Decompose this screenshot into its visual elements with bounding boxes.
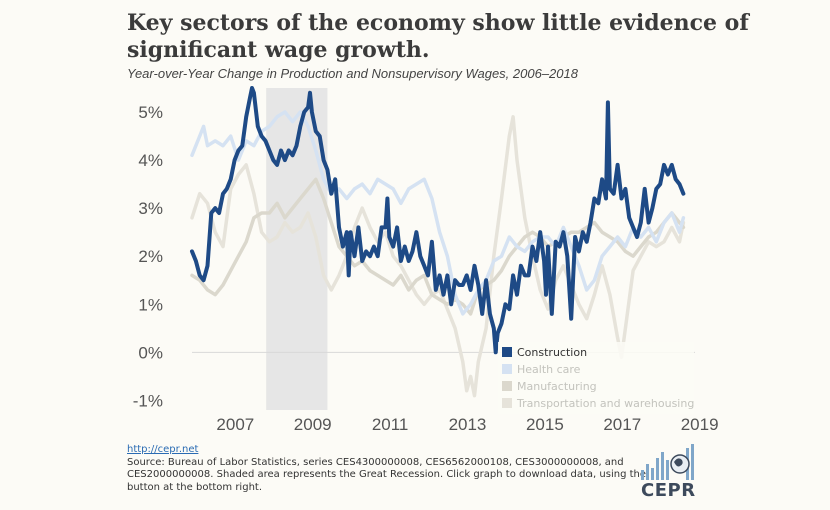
y-tick-label: -1% xyxy=(133,391,163,410)
cepr-logo-icon xyxy=(641,444,694,480)
y-tick-label: 4% xyxy=(138,151,163,170)
x-tick-label: 2013 xyxy=(449,415,487,434)
x-tick-label: 2019 xyxy=(681,415,719,434)
series-line-manufacturing[interactable] xyxy=(190,177,686,316)
x-tick-label: 2015 xyxy=(526,415,564,434)
legend-swatch xyxy=(502,381,512,391)
y-tick-label: 5% xyxy=(138,103,163,122)
legend-swatch xyxy=(502,398,512,408)
legend-label[interactable]: Health care xyxy=(517,363,581,376)
source-text: Source: Bureau of Labor Statistics, seri… xyxy=(127,456,647,493)
y-tick-label: 2% xyxy=(138,247,163,266)
series-line-construction[interactable] xyxy=(190,86,686,355)
source-note: http://cepr.net Source: Bureau of Labor … xyxy=(127,444,647,494)
legend-swatch xyxy=(502,347,512,357)
chart-title: Key sectors of the economy show little e… xyxy=(127,10,749,63)
x-tick-label: 2011 xyxy=(372,415,409,434)
line-chart[interactable]: -1% 0% 1% 2% 3% 4% 5% 2007 2009 2011 2013 2015 2017 2… xyxy=(0,0,830,440)
legend-background xyxy=(498,342,694,414)
cepr-link[interactable]: http://cepr.net xyxy=(127,444,199,455)
y-tick-label: 3% xyxy=(138,199,163,218)
series-line-health-care[interactable] xyxy=(190,110,686,316)
legend-swatch xyxy=(502,364,512,374)
legend-label[interactable]: Transportation and warehousing xyxy=(516,397,694,410)
x-tick-label: 2009 xyxy=(294,415,332,434)
legend-label[interactable]: Construction xyxy=(517,346,587,359)
legend-label[interactable]: Manufacturing xyxy=(517,380,597,393)
y-tick-label: 0% xyxy=(138,343,163,362)
x-tick-label: 2007 xyxy=(216,415,254,434)
x-tick-label: 2017 xyxy=(603,415,641,434)
series-line-transportation-and-warehousing[interactable] xyxy=(190,115,686,398)
cepr-logo-text: CEPR xyxy=(641,480,696,501)
chart-subtitle: Year-over-Year Change in Production and … xyxy=(127,66,578,81)
y-tick-label: 1% xyxy=(138,295,163,314)
